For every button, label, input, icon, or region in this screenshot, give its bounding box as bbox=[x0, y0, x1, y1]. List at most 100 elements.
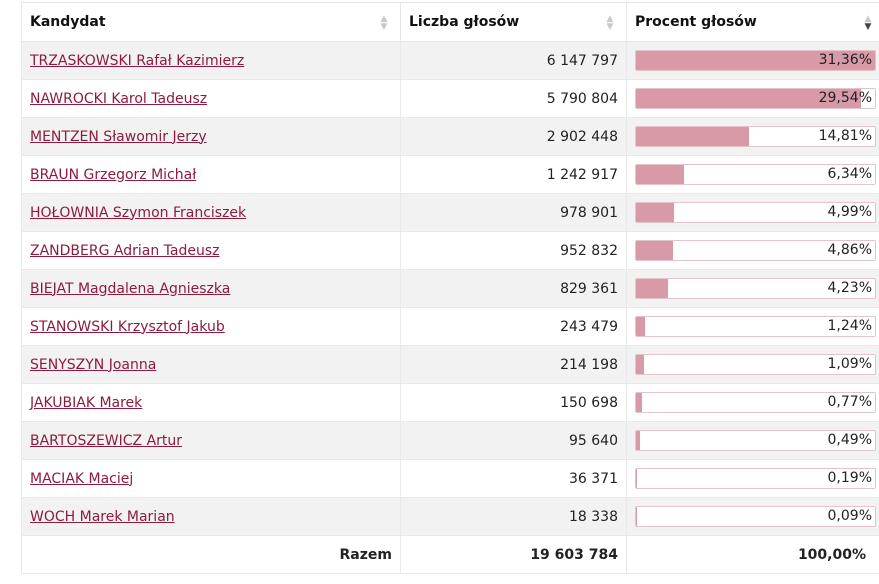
votes-cell: 6 147 797 bbox=[400, 41, 627, 80]
percent-bar: 4,23% bbox=[635, 278, 876, 299]
table-row: WOCH Marek Marian 18 338 0,09% bbox=[21, 497, 879, 536]
table-row: STANOWSKI Krzysztof Jakub 243 479 1,24% bbox=[21, 307, 879, 346]
votes-cell: 829 361 bbox=[400, 269, 627, 308]
percent-bar: 1,09% bbox=[635, 354, 876, 375]
candidate-link[interactable]: BARTOSZEWICZ Artur bbox=[30, 432, 183, 449]
percent-bar-fill bbox=[636, 355, 645, 374]
sort-icon[interactable]: ▲ ▼ bbox=[606, 14, 614, 32]
percent-cell: 14,81% bbox=[626, 117, 879, 156]
percent-bar: 29,54% bbox=[635, 88, 876, 109]
votes-cell: 214 198 bbox=[400, 345, 627, 384]
table-row: MACIAK Maciej 36 371 0,19% bbox=[21, 459, 879, 498]
percent-bar-fill bbox=[636, 241, 674, 260]
percent-bar: 0,77% bbox=[635, 392, 876, 413]
candidate-link[interactable]: HOŁOWNIA Szymon Franciszek bbox=[30, 204, 247, 221]
percent-value: 0,09% bbox=[827, 508, 872, 524]
percent-value: 4,86% bbox=[827, 242, 872, 258]
percent-value: 0,77% bbox=[827, 394, 872, 410]
percent-value: 0,19% bbox=[827, 470, 872, 486]
table-row: MENTZEN Sławomir Jerzy 2 902 448 14,81% bbox=[21, 117, 879, 156]
table-row: BIEJAT Magdalena Agnieszka 829 361 4,23% bbox=[21, 269, 879, 308]
percent-value: 1,24% bbox=[827, 318, 872, 334]
results-body: TRZASKOWSKI Rafał Kazimierz 6 147 797 31,3… bbox=[21, 41, 879, 536]
table-row: SENYSZYN Joanna 214 198 1,09% bbox=[21, 345, 879, 384]
header-percent-label: Procent głosów bbox=[635, 14, 757, 30]
percent-cell: 4,99% bbox=[626, 193, 879, 232]
percent-bar: 14,81% bbox=[635, 126, 876, 147]
percent-bar-fill bbox=[636, 51, 875, 70]
votes-cell: 36 371 bbox=[400, 459, 627, 498]
percent-bar-fill bbox=[636, 279, 669, 298]
candidate-link[interactable]: MACIAK Maciej bbox=[30, 470, 134, 487]
header-candidate-label: Kandydat bbox=[30, 14, 106, 30]
candidate-cell: BIEJAT Magdalena Agnieszka bbox=[21, 269, 401, 308]
percent-cell: 1,09% bbox=[626, 345, 879, 384]
votes-cell: 952 832 bbox=[400, 231, 627, 270]
percent-value: 31,36% bbox=[818, 52, 872, 68]
candidate-link[interactable]: BRAUN Grzegorz Michał bbox=[30, 166, 197, 183]
percent-bar: 0,09% bbox=[635, 506, 876, 527]
percent-value: 29,54% bbox=[818, 90, 872, 106]
percent-value: 4,23% bbox=[827, 280, 872, 296]
percent-bar: 4,99% bbox=[635, 202, 876, 223]
candidate-cell: STANOWSKI Krzysztof Jakub bbox=[21, 307, 401, 346]
candidate-cell: BARTOSZEWICZ Artur bbox=[21, 421, 401, 460]
votes-cell: 5 790 804 bbox=[400, 79, 627, 118]
candidate-link[interactable]: JAKUBIAK Marek bbox=[30, 394, 143, 411]
candidate-link[interactable]: SENYSZYN Joanna bbox=[30, 356, 157, 373]
table-row: JAKUBIAK Marek 150 698 0,77% bbox=[21, 383, 879, 422]
percent-bar-fill bbox=[636, 89, 862, 108]
header-votes[interactable]: Liczba głosów ▲ ▼ bbox=[400, 2, 627, 42]
candidate-cell: WOCH Marek Marian bbox=[21, 497, 401, 536]
percent-bar-fill bbox=[636, 317, 646, 336]
candidate-link[interactable]: ZANDBERG Adrian Tadeusz bbox=[30, 242, 220, 259]
votes-cell: 95 640 bbox=[400, 421, 627, 460]
sort-desc-active-icon[interactable]: ▲ ▼ bbox=[864, 14, 872, 32]
percent-cell: 0,77% bbox=[626, 383, 879, 422]
candidate-cell: MENTZEN Sławomir Jerzy bbox=[21, 117, 401, 156]
header-row: Kandydat ▲ ▼ Liczba głosów ▲ ▼ Procent gło… bbox=[21, 2, 879, 42]
percent-cell: 29,54% bbox=[626, 79, 879, 118]
total-label: Razem bbox=[21, 535, 401, 574]
candidate-link[interactable]: WOCH Marek Marian bbox=[30, 508, 175, 525]
candidate-cell: BRAUN Grzegorz Michał bbox=[21, 155, 401, 194]
sort-icon[interactable]: ▲ ▼ bbox=[380, 14, 388, 32]
percent-value: 4,99% bbox=[827, 204, 872, 220]
header-candidate[interactable]: Kandydat ▲ ▼ bbox=[21, 2, 401, 42]
candidate-cell: SENYSZYN Joanna bbox=[21, 345, 401, 384]
total-votes: 19 603 784 bbox=[400, 535, 627, 574]
percent-cell: 4,23% bbox=[626, 269, 879, 308]
header-percent[interactable]: Procent głosów ▲ ▼ bbox=[626, 2, 879, 42]
candidate-link[interactable]: STANOWSKI Krzysztof Jakub bbox=[30, 318, 225, 335]
candidate-cell: MACIAK Maciej bbox=[21, 459, 401, 498]
percent-cell: 0,19% bbox=[626, 459, 879, 498]
candidate-link[interactable]: NAWROCKI Karol Tadeusz bbox=[30, 90, 208, 107]
votes-cell: 978 901 bbox=[400, 193, 627, 232]
table-row: TRZASKOWSKI Rafał Kazimierz 6 147 797 31,3… bbox=[21, 41, 879, 80]
percent-cell: 31,36% bbox=[626, 41, 879, 80]
candidate-cell: NAWROCKI Karol Tadeusz bbox=[21, 79, 401, 118]
candidate-link[interactable]: MENTZEN Sławomir Jerzy bbox=[30, 128, 207, 145]
percent-value: 14,81% bbox=[818, 128, 872, 144]
candidate-cell: ZANDBERG Adrian Tadeusz bbox=[21, 231, 401, 270]
table-row: BARTOSZEWICZ Artur 95 640 0,49% bbox=[21, 421, 879, 460]
results-table: Kandydat ▲ ▼ Liczba głosów ▲ ▼ Procent gło… bbox=[21, 2, 879, 574]
percent-bar: 0,49% bbox=[635, 430, 876, 451]
percent-cell: 1,24% bbox=[626, 307, 879, 346]
percent-cell: 0,09% bbox=[626, 497, 879, 536]
candidate-link[interactable]: BIEJAT Magdalena Agnieszka bbox=[30, 280, 231, 297]
percent-bar-fill bbox=[636, 431, 640, 450]
percent-value: 1,09% bbox=[827, 356, 872, 372]
candidate-cell: TRZASKOWSKI Rafał Kazimierz bbox=[21, 41, 401, 80]
percent-cell: 6,34% bbox=[626, 155, 879, 194]
table-row: HOŁOWNIA Szymon Franciszek 978 901 4,99% bbox=[21, 193, 879, 232]
percent-value: 0,49% bbox=[827, 432, 872, 448]
votes-cell: 150 698 bbox=[400, 383, 627, 422]
candidate-link[interactable]: TRZASKOWSKI Rafał Kazimierz bbox=[30, 52, 245, 69]
votes-cell: 1 242 917 bbox=[400, 155, 627, 194]
votes-cell: 18 338 bbox=[400, 497, 627, 536]
percent-bar-fill bbox=[636, 165, 685, 184]
total-percent: 100,00% bbox=[626, 535, 879, 574]
percent-cell: 0,49% bbox=[626, 421, 879, 460]
